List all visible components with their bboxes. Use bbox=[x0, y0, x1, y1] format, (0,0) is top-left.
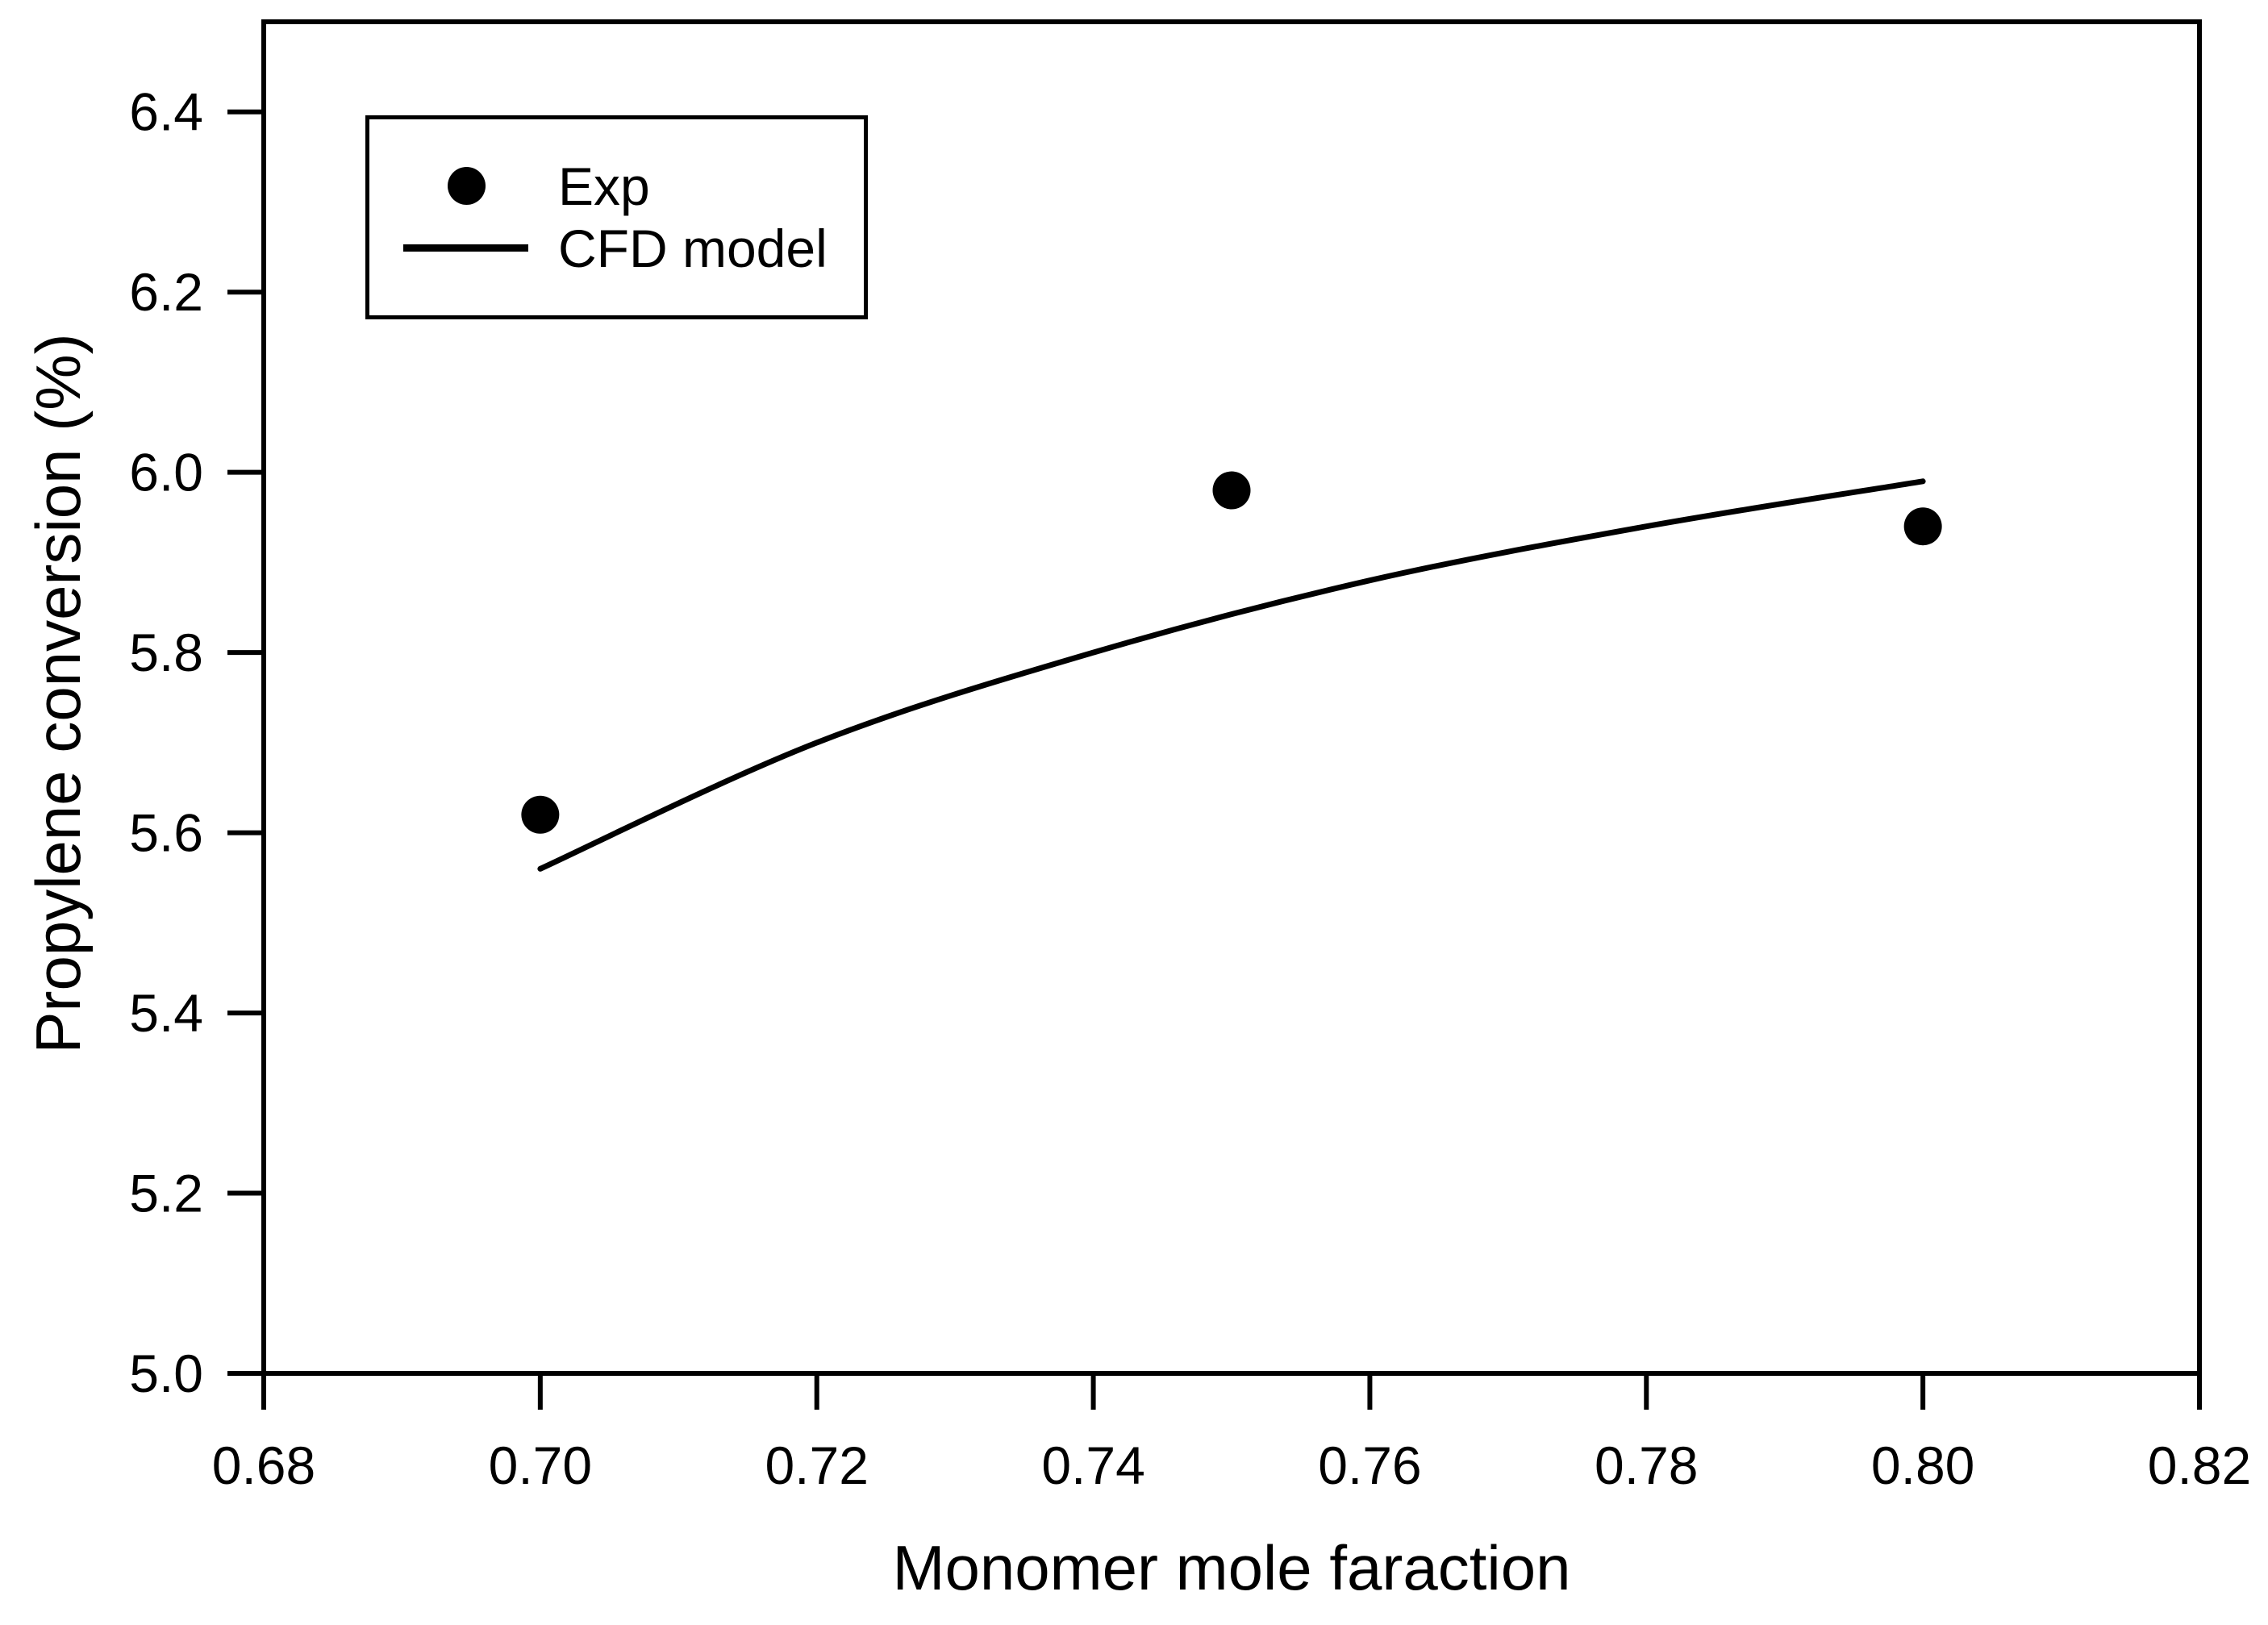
cfd-line-icon bbox=[403, 244, 528, 252]
y-tick-label: 5.4 bbox=[129, 983, 203, 1043]
legend-label-cfd: CFD model bbox=[558, 219, 828, 278]
x-tick-label: 0.76 bbox=[1318, 1435, 1421, 1495]
y-tick-label: 6.4 bbox=[129, 82, 203, 142]
x-tick-label: 0.80 bbox=[1871, 1435, 1974, 1495]
y-tick-label: 5.2 bbox=[129, 1164, 203, 1223]
y-tick-label: 6.2 bbox=[129, 262, 203, 322]
x-axis-title: Monomer mole faraction bbox=[892, 1532, 1571, 1603]
y-tick-label: 6.0 bbox=[129, 443, 203, 502]
y-tick-label: 5.6 bbox=[129, 803, 203, 863]
x-tick-label: 0.74 bbox=[1041, 1435, 1144, 1495]
y-tick-label: 5.8 bbox=[129, 623, 203, 682]
x-tick-label: 0.78 bbox=[1595, 1435, 1698, 1495]
exp-marker-icon bbox=[448, 167, 486, 205]
plot-frame bbox=[261, 19, 2202, 1376]
exp-data-point bbox=[521, 795, 560, 834]
legend-label-exp: Exp bbox=[558, 156, 650, 216]
x-tick-label: 0.72 bbox=[765, 1435, 868, 1495]
y-tick-label: 5.0 bbox=[129, 1344, 203, 1403]
y-axis-title: Propylene conversion (%) bbox=[23, 333, 94, 1054]
x-tick-label: 0.68 bbox=[212, 1435, 315, 1495]
legend: Exp CFD model bbox=[365, 115, 868, 319]
cfd-model-curve bbox=[537, 478, 1926, 872]
exp-data-point bbox=[1212, 471, 1251, 510]
x-tick-label: 0.82 bbox=[2148, 1435, 2251, 1495]
x-tick-label: 0.70 bbox=[489, 1435, 592, 1495]
exp-data-point bbox=[1903, 507, 1942, 546]
